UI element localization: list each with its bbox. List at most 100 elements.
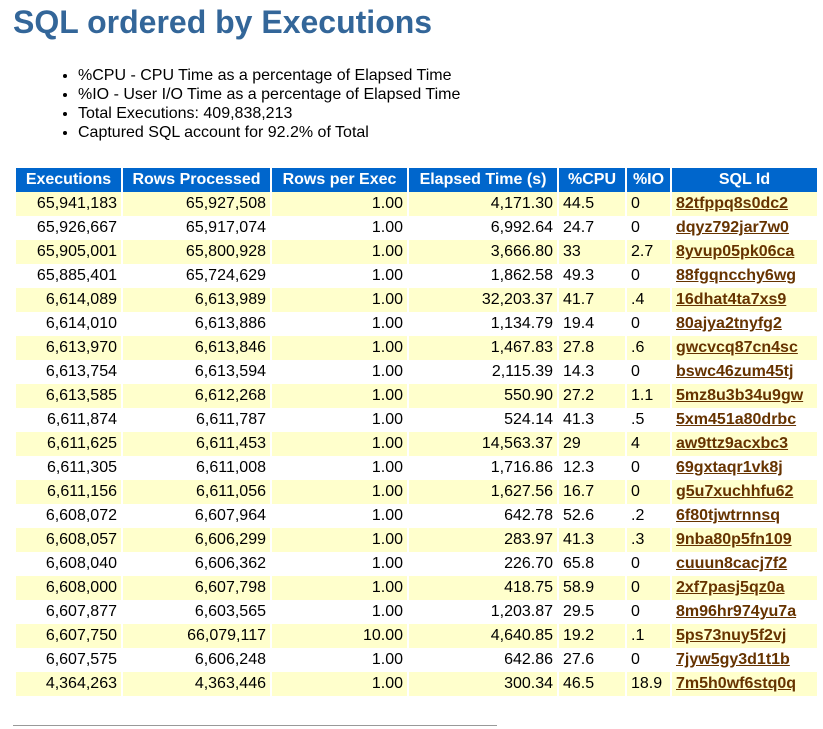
cell-rows-processed: 6,611,008 — [123, 456, 270, 480]
cell-io-pct: 2.7 — [627, 240, 670, 264]
sql-id-link[interactable]: 69gxtaqr1vk8j — [676, 459, 783, 476]
summary-item-total-executions: Total Executions: 409,838,213 — [78, 104, 460, 123]
cell-elapsed-time: 283.97 — [409, 528, 557, 552]
cell-elapsed-time: 1,203.87 — [409, 600, 557, 624]
cell-rows-per-exec: 1.00 — [272, 552, 407, 576]
cell-elapsed-time: 4,640.85 — [409, 624, 557, 648]
cell-rows-processed: 6,613,989 — [123, 288, 270, 312]
cell-elapsed-time: 550.90 — [409, 384, 557, 408]
sql-id-link[interactable]: 7m5h0wf6stq0q — [676, 675, 797, 692]
summary-item-io: %IO - User I/O Time as a percentage of E… — [78, 85, 460, 104]
sql-id-link[interactable]: 5ps73nuy5f2vj — [676, 627, 787, 644]
cell-elapsed-time: 642.86 — [409, 648, 557, 672]
sql-id-link[interactable]: 82tfppq8s0dc2 — [676, 195, 789, 212]
cell-sql-id: 16dhat4ta7xs9 — [672, 288, 817, 312]
cell-rows-per-exec: 1.00 — [272, 600, 407, 624]
cell-cpu-pct: 16.7 — [559, 480, 625, 504]
summary-item-cpu: %CPU - CPU Time as a percentage of Elaps… — [78, 66, 460, 85]
sql-id-link[interactable]: 80ajya2tnyfg2 — [676, 315, 782, 332]
sql-id-link[interactable]: 5xm451a80drbc — [676, 411, 797, 428]
sql-id-link[interactable]: 8yvup05pk06ca — [676, 243, 795, 260]
sql-id-link[interactable]: gwcvcq87cn4sc — [676, 339, 798, 356]
header-executions: Executions — [16, 168, 121, 192]
cell-io-pct: .2 — [627, 504, 670, 528]
cell-io-pct: 0 — [627, 552, 670, 576]
cell-rows-processed: 65,724,629 — [123, 264, 270, 288]
cell-cpu-pct: 27.2 — [559, 384, 625, 408]
cell-rows-per-exec: 10.00 — [272, 624, 407, 648]
cell-io-pct: 0 — [627, 576, 670, 600]
sql-id-link[interactable]: 6f80tjwtrnnsq — [676, 507, 781, 524]
cell-elapsed-time: 1,716.86 — [409, 456, 557, 480]
cell-elapsed-time: 6,992.64 — [409, 216, 557, 240]
cell-sql-id: g5u7xuchhfu62 — [672, 480, 817, 504]
table-row: 6,611,874 6,611,787 1.00 524.14 41.3.5 5xm451… — [16, 408, 817, 432]
sql-id-link[interactable]: bswc46zum45tj — [676, 363, 794, 380]
cell-elapsed-time: 1,134.79 — [409, 312, 557, 336]
cell-rows-per-exec: 1.00 — [272, 480, 407, 504]
cell-sql-id: aw9ttz9acxbc3 — [672, 432, 817, 456]
cell-sql-id: 88fgqncchy6wg — [672, 264, 817, 288]
table-row: 4,364,263 4,363,446 1.00 300.34 46.5 18.9 7m5h… — [16, 672, 817, 696]
cell-cpu-pct: 19.4 — [559, 312, 625, 336]
header-cpu-pct: %CPU — [559, 168, 625, 192]
sql-id-link[interactable]: 9nba80p5fn109 — [676, 531, 792, 548]
cell-cpu-pct: 44.5 — [559, 192, 625, 216]
cell-rows-processed: 6,606,362 — [123, 552, 270, 576]
cell-io-pct: 18.9 — [627, 672, 670, 696]
sql-id-link[interactable]: 2xf7pasj5qz0a — [676, 579, 785, 596]
cell-rows-processed: 6,613,846 — [123, 336, 270, 360]
cell-io-pct: .1 — [627, 624, 670, 648]
cell-sql-id: dqyz792jar7w0 — [672, 216, 817, 240]
cell-rows-processed: 6,606,299 — [123, 528, 270, 552]
sql-id-link[interactable]: cuuun8cacj7f2 — [676, 555, 788, 572]
cell-rows-processed: 6,607,798 — [123, 576, 270, 600]
sql-id-link[interactable]: g5u7xuchhfu62 — [676, 483, 794, 500]
cell-sql-id: cuuun8cacj7f2 — [672, 552, 817, 576]
cell-executions: 6,611,874 — [16, 408, 121, 432]
cell-elapsed-time: 300.34 — [409, 672, 557, 696]
sql-id-link[interactable]: 5mz8u3b34u9gw — [676, 387, 804, 404]
sql-id-link[interactable]: 16dhat4ta7xs9 — [676, 291, 787, 308]
page-title: SQL ordered by Executions — [13, 4, 433, 40]
cell-cpu-pct: 19.2 — [559, 624, 625, 648]
cell-io-pct: 0 — [627, 216, 670, 240]
cell-elapsed-time: 418.75 — [409, 576, 557, 600]
sql-id-link[interactable]: dqyz792jar7w0 — [676, 219, 789, 236]
cell-rows-processed: 6,606,248 — [123, 648, 270, 672]
table-row: 6,613,585 6,612,268 1.00 550.90 27.2 1.1 5mz8u… — [16, 384, 817, 408]
cell-executions: 6,613,970 — [16, 336, 121, 360]
cell-sql-id: 6f80tjwtrnnsq — [672, 504, 817, 528]
sql-id-link[interactable]: 8m96hr974yu7a — [676, 603, 797, 620]
cell-executions: 6,607,877 — [16, 600, 121, 624]
cell-executions: 6,613,585 — [16, 384, 121, 408]
cell-executions: 6,613,754 — [16, 360, 121, 384]
cell-rows-processed: 6,613,886 — [123, 312, 270, 336]
cell-io-pct: 0 — [627, 192, 670, 216]
cell-elapsed-time: 4,171.30 — [409, 192, 557, 216]
sql-id-link[interactable]: aw9ttz9acxbc3 — [676, 435, 789, 452]
cell-cpu-pct: 41.3 — [559, 528, 625, 552]
sql-id-link[interactable]: 7jyw5gy3d1t1b — [676, 651, 790, 668]
cell-elapsed-time: 32,203.37 — [409, 288, 557, 312]
cell-io-pct: 0 — [627, 264, 670, 288]
table-row: 6,607,750 66,079,117 10.00 4,640.85 19.2.1 5p… — [16, 624, 817, 648]
table-row: 6,611,625 6,611,453 1.00 14,563.37 29 4 aw9ttz… — [16, 432, 817, 456]
sql-id-link[interactable]: 88fgqncchy6wg — [676, 267, 797, 284]
cell-rows-per-exec: 1.00 — [272, 408, 407, 432]
cell-io-pct: 1.1 — [627, 384, 670, 408]
cell-executions: 65,941,183 — [16, 192, 121, 216]
cell-executions: 4,364,263 — [16, 672, 121, 696]
summary-list: %CPU - CPU Time as a percentage of Elaps… — [0, 66, 460, 142]
cell-executions: 6,608,000 — [16, 576, 121, 600]
table-row: 6,611,305 6,611,008 1.00 1,716.86 12.3 0 69gxt… — [16, 456, 817, 480]
cell-io-pct: 0 — [627, 312, 670, 336]
cell-rows-per-exec: 1.00 — [272, 384, 407, 408]
header-io-pct: %IO — [627, 168, 670, 192]
cell-rows-per-exec: 1.00 — [272, 648, 407, 672]
cell-elapsed-time: 1,467.83 — [409, 336, 557, 360]
cell-rows-processed: 6,611,453 — [123, 432, 270, 456]
table-row: 6,614,010 6,613,886 1.00 1,134.79 19.4 0 80ajy… — [16, 312, 817, 336]
cell-rows-processed: 65,927,508 — [123, 192, 270, 216]
cell-rows-processed: 6,612,268 — [123, 384, 270, 408]
